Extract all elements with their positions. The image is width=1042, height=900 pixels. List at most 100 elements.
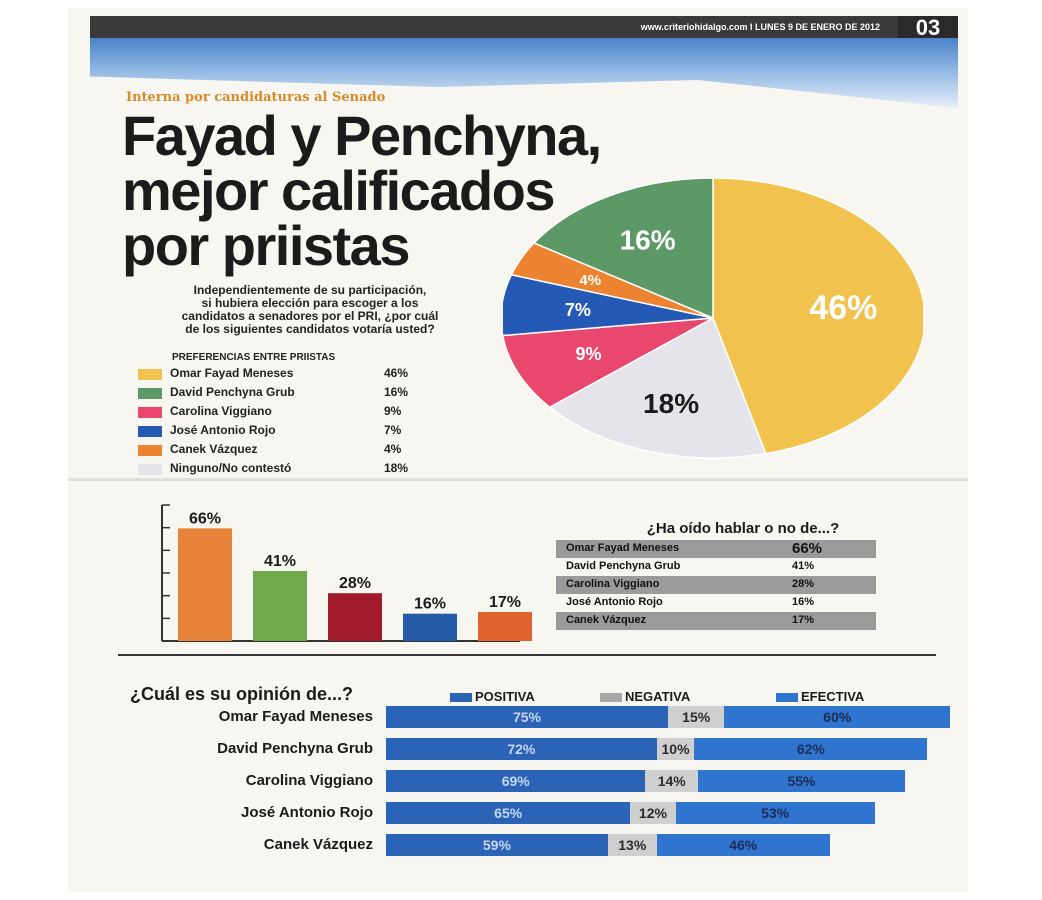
opinion-segment-negativa: 12% <box>630 802 676 824</box>
legend-name: Carolina Viggiano <box>170 404 272 418</box>
kicker: Interna por candidaturas al Senado <box>126 90 386 105</box>
table-cell-name: Carolina Viggiano <box>566 578 660 590</box>
section-divider <box>68 478 968 481</box>
opinion-segment-efectiva: 60% <box>724 706 950 728</box>
legend-item: Canek Vázquez 4% <box>138 442 438 461</box>
headline-line-1: Fayad y Penchyna, <box>122 104 602 167</box>
header-url-date: www.criteriohidalgo.com I LUNES 9 DE ENE… <box>640 22 880 32</box>
opinion-row-name: David Penchyna Grub <box>217 740 373 757</box>
opinion-segment-efectiva: 62% <box>694 738 928 760</box>
table-cell-value: 16% <box>792 596 815 608</box>
legend-title: PREFERENCIAS ENTRE PRIISTAS <box>172 352 336 363</box>
bar-label: 41% <box>264 553 296 570</box>
bar <box>478 611 532 641</box>
table-cell-name: José Antonio Rojo <box>566 596 663 608</box>
bar <box>253 571 307 641</box>
table-cell-value: 66% <box>792 540 823 557</box>
opinion-segment-positiva: 72% <box>386 738 657 760</box>
survey-question-line: si hubiera elección para escoger a los <box>201 296 419 310</box>
survey-question-line: de los siguientes candidatos votaría ust… <box>185 322 435 336</box>
headline: Fayad y Penchyna, mejor calificados por … <box>122 104 642 277</box>
headline-line-2: mejor calificados <box>122 159 556 222</box>
opinion-row-name: José Antonio Rojo <box>241 804 373 821</box>
pie-slice <box>712 178 923 455</box>
bar <box>178 528 232 641</box>
pie-legend: Omar Fayad Meneses 46% David Penchyna Grub… <box>138 366 438 480</box>
table-cell-value: 28% <box>792 578 815 590</box>
bar <box>403 613 457 641</box>
table-cell-value: 41% <box>792 560 815 572</box>
table-cell-name: David Penchyna Grub <box>566 560 681 572</box>
legend-swatch <box>138 407 162 418</box>
page-number: 03 <box>898 16 958 40</box>
bar-label: 16% <box>414 596 446 613</box>
legend-label: POSITIVA <box>475 689 535 704</box>
legend-swatch <box>138 426 162 437</box>
legend-swatch <box>138 388 162 399</box>
legend-value: 18% <box>384 461 409 475</box>
newspaper-page: www.criteriohidalgo.com I LUNES 9 DE ENE… <box>68 8 968 892</box>
opinion-segment-positiva: 59% <box>386 834 608 856</box>
legend-swatch <box>450 693 472 703</box>
header-bar: www.criteriohidalgo.com I LUNES 9 DE ENE… <box>90 16 958 40</box>
legend-item: Omar Fayad Meneses 46% <box>138 366 438 385</box>
legend-swatch <box>138 464 162 475</box>
legend-label: EFECTIVA <box>801 689 865 704</box>
opinion-segment-positiva: 75% <box>386 706 668 728</box>
pie-slice-label: 18% <box>643 388 699 419</box>
legend-label: NEGATIVA <box>625 689 691 704</box>
survey-question-line: Independientemente de su participación, <box>193 283 427 297</box>
pie-slice-label: 16% <box>620 224 676 255</box>
table-row: José Antonio Rojo 16% <box>556 594 876 612</box>
survey-question: Independientemente de su participación, … <box>140 284 480 336</box>
awareness-table: Omar Fayad Meneses 66% David Penchyna Grub… <box>556 540 876 630</box>
table-row: David Penchyna Grub 41% <box>556 558 876 576</box>
preference-pie-chart: 46% 18% 9% 7% 4% 16% <box>503 178 923 459</box>
legend-name: José Antonio Rojo <box>170 423 276 437</box>
opinion-segment-negativa: 14% <box>645 770 699 792</box>
legend-item: José Antonio Rojo 7% <box>138 423 438 442</box>
pie-slice-label: 7% <box>565 300 591 320</box>
opinion-segment-negativa: 13% <box>607 834 657 856</box>
bar-label: 28% <box>339 575 371 592</box>
bar-label: 66% <box>189 510 221 527</box>
section-rule <box>118 654 936 656</box>
opinion-segment-positiva: 69% <box>386 770 646 792</box>
awareness-bar-chart: 66% 41% 28% 16% 17% <box>161 504 532 642</box>
opinion-row-name: Canek Vázquez <box>263 836 373 853</box>
legend-swatch <box>776 693 798 703</box>
opinion-row-name: Carolina Viggiano <box>245 772 373 789</box>
legend-positiva: POSITIVA <box>450 689 535 704</box>
pie-slice <box>503 317 714 409</box>
bar-label: 17% <box>489 594 521 611</box>
survey-question-line: candidatos a senadores por el PRI, ¿por … <box>181 309 439 323</box>
legend-swatch <box>138 445 162 456</box>
awareness-title: ¿Ha oído hablar o no de...? <box>646 520 840 537</box>
opinion-segment-positiva: 65% <box>386 802 631 824</box>
legend-swatch <box>600 693 622 703</box>
legend-value: 16% <box>384 385 409 399</box>
table-cell-name: Omar Fayad Meneses <box>566 542 680 554</box>
legend-efectiva: EFECTIVA <box>776 689 864 704</box>
legend-name: Ninguno/No contestó <box>170 461 292 475</box>
legend-name: David Penchyna Grub <box>170 385 295 399</box>
legend-negativa: NEGATIVA <box>600 689 690 704</box>
pie-slice-label: 9% <box>575 344 601 364</box>
legend-value: 46% <box>384 366 409 380</box>
opinion-segment-efectiva: 53% <box>675 802 875 824</box>
legend-swatch <box>138 369 162 380</box>
opinion-segment-efectiva: 55% <box>698 770 905 792</box>
table-cell-value: 17% <box>792 614 815 626</box>
legend-name: Omar Fayad Meneses <box>170 366 294 380</box>
bar <box>328 593 382 641</box>
pie-slice <box>532 178 714 320</box>
legend-item: Ninguno/No contestó 18% <box>138 461 438 480</box>
headline-line-3: por priistas <box>122 214 410 277</box>
pie-slice-label: 4% <box>579 272 601 289</box>
legend-value: 4% <box>384 442 402 456</box>
pie-slice-label: 46% <box>809 289 877 327</box>
legend-item: David Penchyna Grub 16% <box>138 385 438 404</box>
table-cell-name: Canek Vázquez <box>566 614 647 626</box>
legend-value: 7% <box>384 423 402 437</box>
table-row: Carolina Viggiano 28% <box>556 576 876 594</box>
